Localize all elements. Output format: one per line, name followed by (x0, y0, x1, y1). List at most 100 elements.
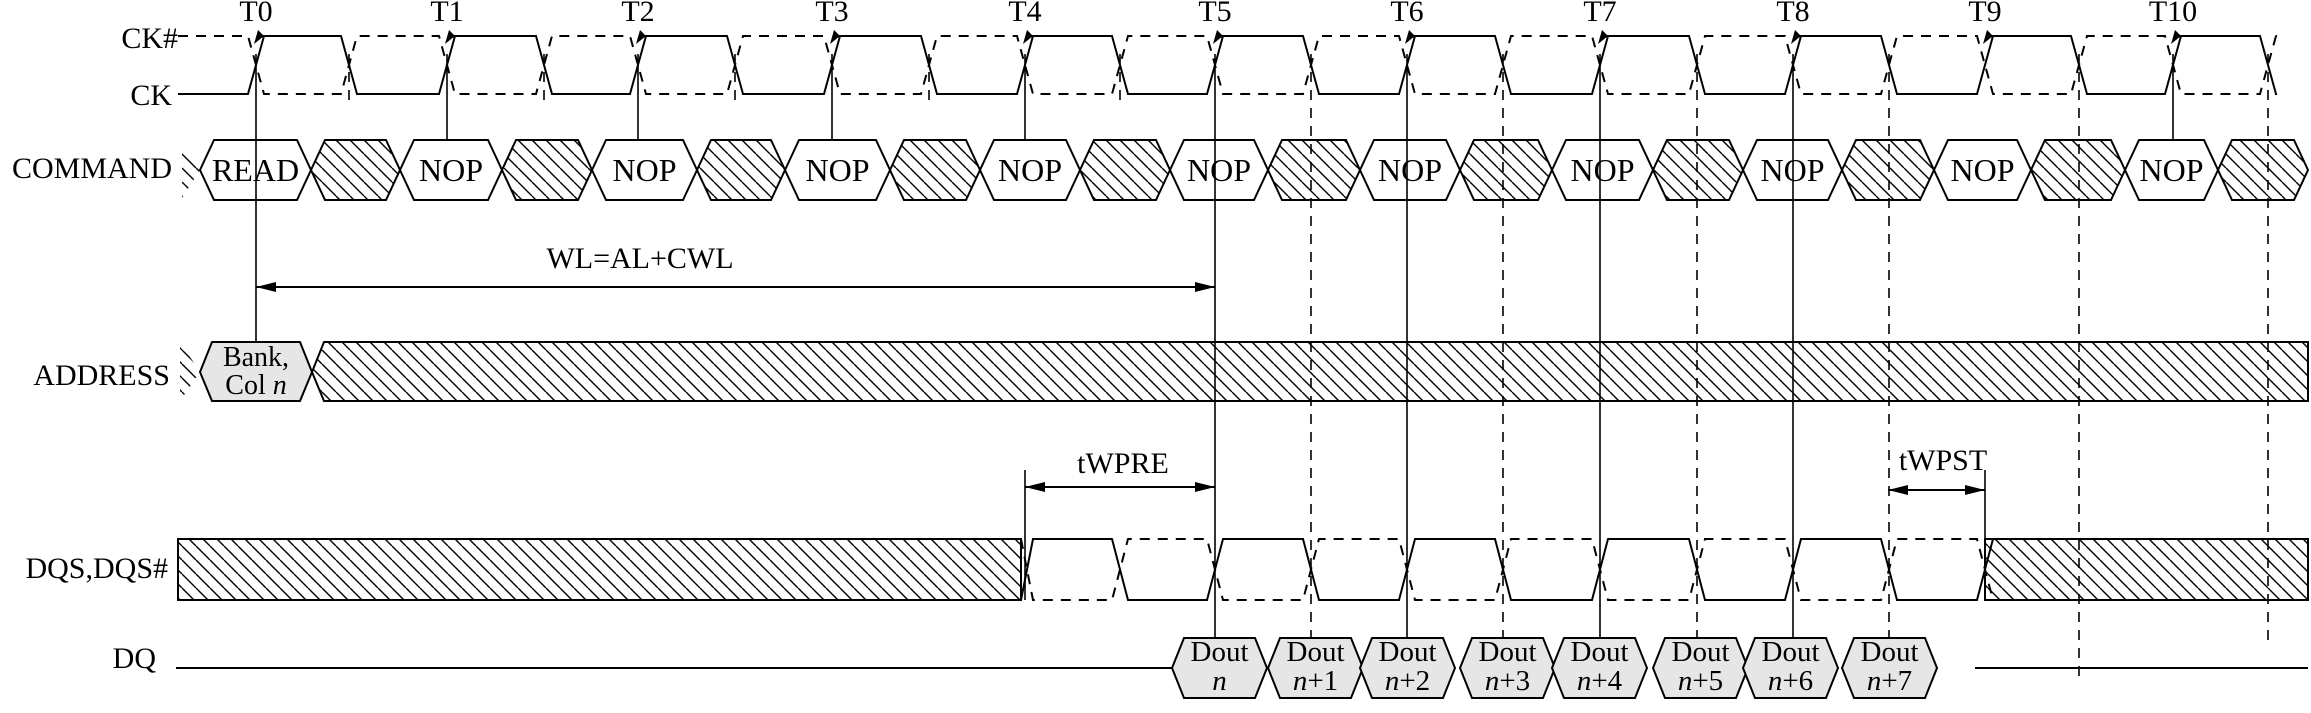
command-text: READ (212, 152, 299, 188)
dq-cell-top: Dout (1191, 636, 1249, 668)
command-dont-care (2216, 139, 2310, 201)
command-text: NOP (1760, 152, 1824, 188)
command-text: NOP (998, 152, 1062, 188)
command-cell (1932, 139, 2033, 201)
ck-rising-edge-arrow (1983, 30, 1993, 44)
tick-label: T8 (1776, 0, 1809, 28)
ck-rising-edge-arrow (1405, 30, 1415, 44)
ck-rising-edge-arrow (1023, 30, 1033, 44)
dq-cell (1550, 637, 1649, 699)
ck-n-label: CK# (121, 22, 178, 55)
command-text: NOP (1570, 152, 1634, 188)
command-cell (590, 139, 699, 201)
twpst-label: tWPST (1899, 444, 1987, 477)
ck-rising-edge-arrow (445, 30, 455, 44)
command-cell (1358, 139, 1462, 201)
command-dont-care (695, 139, 787, 201)
command-text: NOP (1378, 152, 1442, 188)
command-dont-care (2029, 139, 2127, 201)
ck-n-waveform (178, 35, 2278, 95)
tick-label: T5 (1198, 0, 1231, 28)
command-text: NOP (1187, 152, 1251, 188)
ck-rising-edge-arrow (830, 30, 840, 44)
command-text: NOP (1950, 152, 2014, 188)
dq-cell-bottom: n+3 (1485, 665, 1530, 697)
command-cell (2123, 139, 2220, 201)
ck-waveform (178, 35, 2278, 95)
dqs-dont-care (1984, 538, 2309, 601)
dq-cell-top: Dout (1762, 636, 1820, 668)
command-text: NOP (419, 152, 483, 188)
tick-label: T6 (1390, 0, 1423, 28)
command-text: NOP (612, 152, 676, 188)
wl-label: WL=AL+CWL (546, 242, 733, 275)
command-cell (1168, 139, 1270, 201)
command-dont-care (1078, 139, 1172, 201)
tick-label: T0 (239, 0, 272, 28)
tick-label: T9 (1968, 0, 2001, 28)
command-labels: READ NOP NOP NOP NOP NOP NOP NOP NOP NOP NOP (212, 152, 2204, 188)
tick-label: T2 (621, 0, 654, 28)
tick-label: T7 (1583, 0, 1616, 28)
ck-rising-edge-arrow (1213, 30, 1223, 44)
command-dont-care (500, 139, 594, 201)
dqs-waveform (1020, 538, 1994, 601)
ck-rising-edge-arrow (636, 30, 646, 44)
dq-cell (1840, 637, 1939, 699)
tick-label: T3 (815, 0, 848, 28)
dq-cell-bottom: n+6 (1768, 665, 1813, 697)
command-cell (783, 139, 892, 201)
ck-rising-edge-arrow (254, 30, 264, 44)
command-dont-care (1266, 139, 1362, 201)
address-line2: Col n (225, 370, 286, 401)
command-label: COMMAND (12, 152, 172, 185)
dq-cell-bottom: n+7 (1867, 665, 1912, 697)
dqs-label: DQS,DQS# (25, 552, 168, 585)
ck-rising-edge-arrow (1598, 30, 1608, 44)
dqs-dont-care (177, 538, 1022, 601)
address-label: ADDRESS (33, 359, 170, 392)
tick-label: T10 (2149, 0, 2197, 28)
hatched-dont-care-regions (177, 139, 2310, 601)
dq-cell-top: Dout (1861, 636, 1919, 668)
dq-cell-bottom: n+4 (1577, 665, 1623, 697)
command-dont-care (182, 142, 200, 198)
tick-label: T4 (1008, 0, 1041, 28)
tick-reference-lines (255, 54, 2269, 680)
tick-labels: T0 T1 T2 T3 T4 T5 T6 T7 T8 T9 T10 (239, 0, 2197, 28)
address-line1: Bank, (223, 342, 289, 373)
ck-label: CK (130, 79, 172, 112)
dq-cell-top: Dout (1479, 636, 1537, 668)
dq-cell-bottom: n+5 (1678, 665, 1723, 697)
command-text: NOP (2139, 152, 2203, 188)
dq-cell-top: Dout (1379, 636, 1437, 668)
tick-label: T1 (430, 0, 463, 28)
ck-rising-edge-arrow (2171, 30, 2181, 44)
command-dont-care (1651, 139, 1745, 201)
command-cell (398, 139, 504, 201)
command-cell (1550, 139, 1655, 201)
command-dont-care (309, 139, 402, 201)
dq-cell-bottom: n+2 (1385, 665, 1430, 697)
dqs-n-waveform (1020, 538, 1994, 601)
command-dont-care (1458, 139, 1554, 201)
twpre-label: tWPRE (1077, 447, 1169, 480)
command-cell (978, 139, 1082, 201)
dq-cell-top: Dout (1287, 636, 1345, 668)
dq-cell (1741, 637, 1840, 699)
dq-label: DQ (113, 642, 157, 675)
address-bank-col-cell (198, 341, 314, 402)
address-dont-care (180, 342, 200, 401)
dq-cell-top: Dout (1672, 636, 1730, 668)
address-dont-care (310, 341, 2309, 402)
dq-cell-top: Dout (1571, 636, 1629, 668)
dq-cell-bottom: n+1 (1293, 665, 1338, 697)
dq-cell-bottom: n (1212, 665, 1227, 697)
command-dont-care (888, 139, 982, 201)
ck-rising-edge-arrow (1791, 30, 1801, 44)
command-text: NOP (805, 152, 869, 188)
command-dont-care (1840, 139, 1936, 201)
dq-cell (1358, 637, 1457, 699)
dq-data-cells: DoutnDoutn+1Doutn+2Doutn+3Doutn+4Doutn+5… (1170, 636, 1939, 699)
